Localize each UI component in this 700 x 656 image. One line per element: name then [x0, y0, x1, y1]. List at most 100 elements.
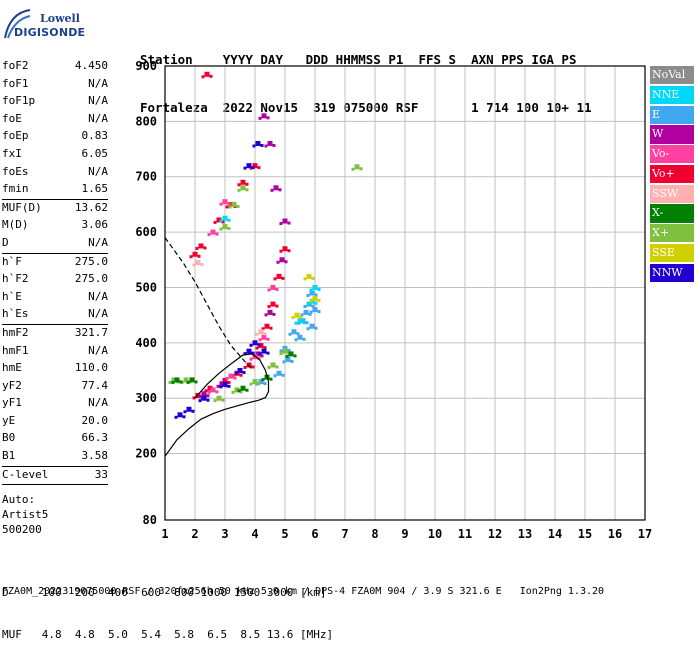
digisonde-logo: Lowell DIGISONDE	[2, 6, 92, 46]
param-name: foF1p	[2, 94, 36, 108]
y-tick-label: 800	[135, 114, 157, 128]
x-tick-label: 10	[428, 527, 442, 541]
x-tick-label: 15	[578, 527, 592, 541]
param-name: hmF1	[2, 343, 29, 357]
legend-item-sse: SSE	[650, 244, 694, 263]
data-point	[183, 377, 189, 383]
data-point-trace	[260, 354, 264, 358]
header-values: Fortaleza 2022 Nov15 319 075000 RSF 1 71…	[140, 100, 592, 115]
data-point-trace	[303, 305, 307, 309]
data-point-trace	[309, 310, 313, 314]
ionogram-plot: 1 2 3 4 5 6 7 8 9 10 11 12 13 14 15 16 17802003004005006…	[135, 59, 652, 541]
param-name: yF1	[2, 396, 22, 410]
data-point	[258, 343, 264, 349]
data-point-trace	[257, 166, 261, 170]
param-name: h`E	[2, 289, 22, 303]
param-name: foEp	[2, 129, 29, 143]
data-point	[216, 395, 222, 401]
param-value: N/A	[88, 307, 108, 321]
data-point-trace	[221, 398, 225, 402]
data-point	[291, 329, 297, 335]
data-point	[246, 348, 252, 354]
data-point	[222, 224, 228, 230]
data-point-trace	[279, 352, 283, 356]
data-point	[228, 373, 234, 379]
muf-curve	[164, 237, 253, 370]
data-point-trace	[281, 373, 285, 377]
param-value: N/A	[88, 76, 108, 90]
param-row-fof1p: foF1p N/A	[2, 93, 108, 111]
data-point	[255, 141, 261, 147]
data-point	[267, 309, 273, 315]
data-point-trace	[207, 390, 211, 394]
data-point	[201, 391, 207, 397]
y-tick-label: 700	[135, 170, 157, 184]
x-tick-label: 6	[311, 527, 318, 541]
param-name: h`Es	[2, 307, 29, 321]
param-value: N/A	[88, 235, 108, 249]
y-tick-label: 300	[135, 391, 157, 405]
param-value: 1.65	[81, 182, 109, 196]
data-point-trace	[249, 343, 253, 347]
data-point-trace	[204, 389, 208, 393]
param-value: 77.4	[81, 378, 109, 392]
param-value: N/A	[88, 111, 108, 125]
footer-muf-row: MUF 4.8 4.8 5.0 5.4 5.8 6.5 8.5 13.6 [MH…	[2, 628, 334, 641]
data-point-trace	[317, 310, 321, 314]
data-point-trace	[279, 222, 283, 226]
data-point	[171, 377, 177, 383]
data-point-trace	[266, 116, 270, 120]
footer-distance-row: D 100 200 400 600 800 1000 1500 3000 [km…	[2, 586, 327, 599]
param-name: foF1	[2, 76, 29, 90]
data-point-trace	[359, 167, 363, 171]
data-point-trace	[287, 348, 291, 352]
data-point	[306, 273, 312, 279]
param-name: yE	[2, 413, 16, 427]
param-row-ye: yE 20.0	[2, 413, 108, 431]
data-point	[186, 406, 192, 412]
data-point-trace	[293, 354, 297, 358]
data-point	[300, 318, 306, 324]
data-point	[177, 412, 183, 418]
data-point-trace	[209, 74, 213, 78]
data-point-trace	[287, 221, 291, 225]
param-name: foF2	[2, 59, 29, 72]
data-point-trace	[183, 410, 187, 414]
autoscaling-line2: Artist5	[2, 508, 49, 522]
data-point-trace	[261, 378, 265, 382]
data-point	[309, 323, 315, 329]
data-point-trace	[258, 116, 262, 120]
data-point-trace	[257, 343, 261, 347]
param-value: 4.450	[74, 59, 108, 72]
x-tick-label: 11	[458, 527, 472, 541]
y-tick-label: 400	[135, 336, 157, 350]
data-point	[312, 307, 318, 313]
data-point	[312, 284, 318, 290]
param-row-yf1: yF1 N/A	[2, 395, 108, 413]
data-point-trace	[351, 167, 355, 171]
param-value: 66.3	[81, 431, 109, 445]
data-point-trace	[206, 394, 210, 398]
data-point-trace	[219, 219, 223, 223]
data-point-trace	[302, 321, 306, 325]
data-point-trace	[227, 218, 231, 222]
param-row-fof1: foF1 N/A	[2, 76, 108, 94]
data-point	[204, 71, 210, 77]
data-point	[303, 309, 309, 315]
logo-line1: Lowell	[40, 12, 80, 25]
data-point-trace	[198, 394, 202, 398]
data-point-trace	[272, 312, 276, 316]
data-point	[276, 370, 282, 376]
data-point-trace	[306, 294, 310, 297]
legend: NoVal NNE E W Vo- Vo+ SSW X- X+ SSE NNW	[650, 66, 694, 284]
x-tick-label: 14	[548, 527, 562, 541]
param-name: fmin	[2, 182, 29, 196]
x-tick-label: 2	[191, 527, 198, 541]
param-row-yf2: yF2 77.4	[2, 378, 108, 396]
autoscaling-line1: Auto:	[2, 493, 36, 507]
data-point-trace	[267, 365, 271, 369]
data-point-trace	[243, 365, 247, 369]
param-value: N/A	[88, 164, 108, 178]
data-point-trace	[275, 287, 279, 291]
data-point-trace	[270, 188, 274, 192]
